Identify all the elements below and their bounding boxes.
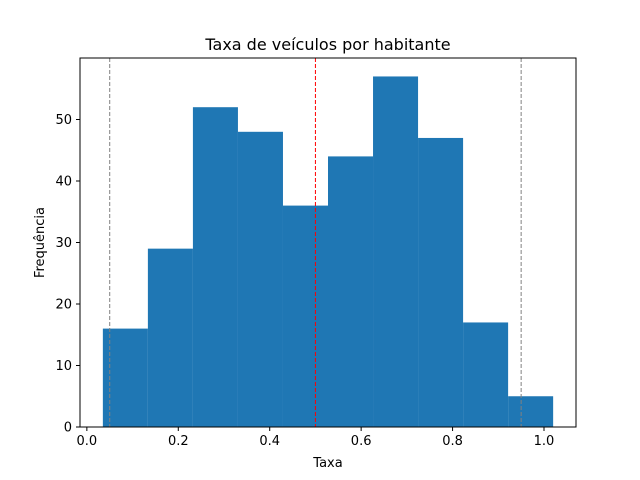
- x-tick-label: 0.2: [168, 434, 189, 449]
- x-axis-label: Taxa: [312, 456, 342, 471]
- x-tick-label: 0.0: [77, 434, 98, 449]
- x-tick-label: 0.4: [259, 434, 280, 449]
- histogram-bar: [463, 322, 509, 427]
- y-tick-label: 20: [55, 298, 72, 313]
- y-tick-label: 50: [55, 113, 72, 128]
- histogram-bar: [102, 328, 148, 427]
- histogram-bar: [373, 76, 419, 427]
- histogram-bar: [282, 205, 328, 427]
- histogram-bar: [147, 248, 193, 427]
- y-tick-label: 30: [55, 236, 72, 251]
- y-tick-label: 0: [64, 421, 72, 436]
- y-tick-label: 10: [55, 359, 72, 374]
- histogram-bar: [328, 156, 374, 427]
- histogram-bar: [508, 396, 554, 427]
- x-tick-label: 0.8: [442, 434, 463, 449]
- histogram-bar: [418, 137, 464, 427]
- histogram-bar: [192, 107, 238, 427]
- x-tick-label: 1.0: [534, 434, 555, 449]
- x-tick-label: 0.6: [351, 434, 372, 449]
- y-axis-label: Frequência: [33, 207, 48, 278]
- histogram-bar: [237, 131, 283, 428]
- y-tick-label: 40: [55, 175, 72, 190]
- chart-title: Taxa de veículos por habitante: [204, 35, 450, 54]
